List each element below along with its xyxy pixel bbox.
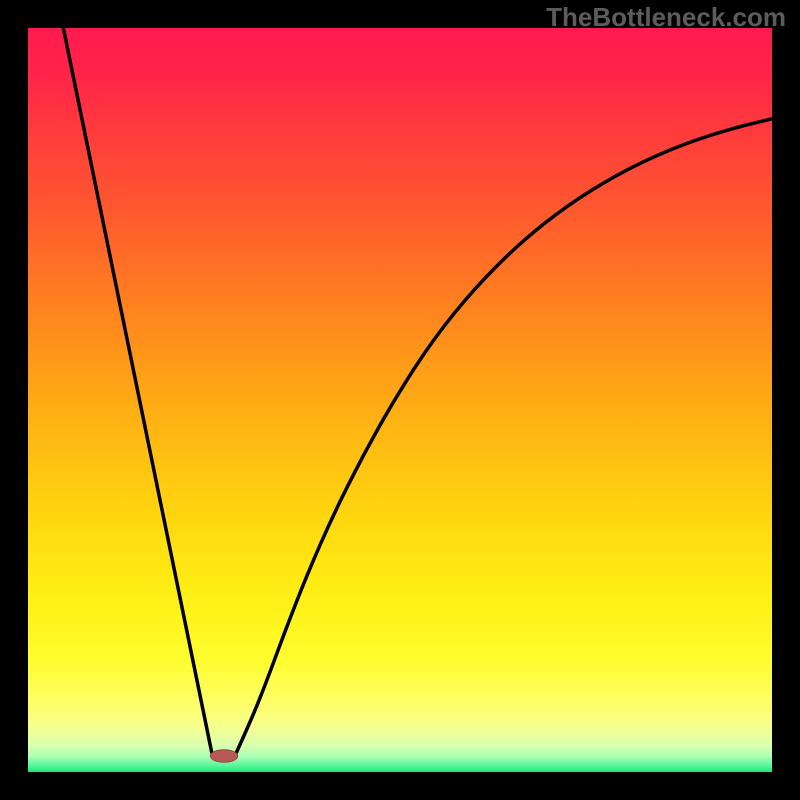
- plot-svg: [28, 28, 772, 772]
- valley-marker: [210, 750, 238, 763]
- chart-container: TheBottleneck.com: [0, 0, 800, 800]
- watermark-label: TheBottleneck.com: [546, 2, 786, 33]
- plot-area: [28, 28, 772, 772]
